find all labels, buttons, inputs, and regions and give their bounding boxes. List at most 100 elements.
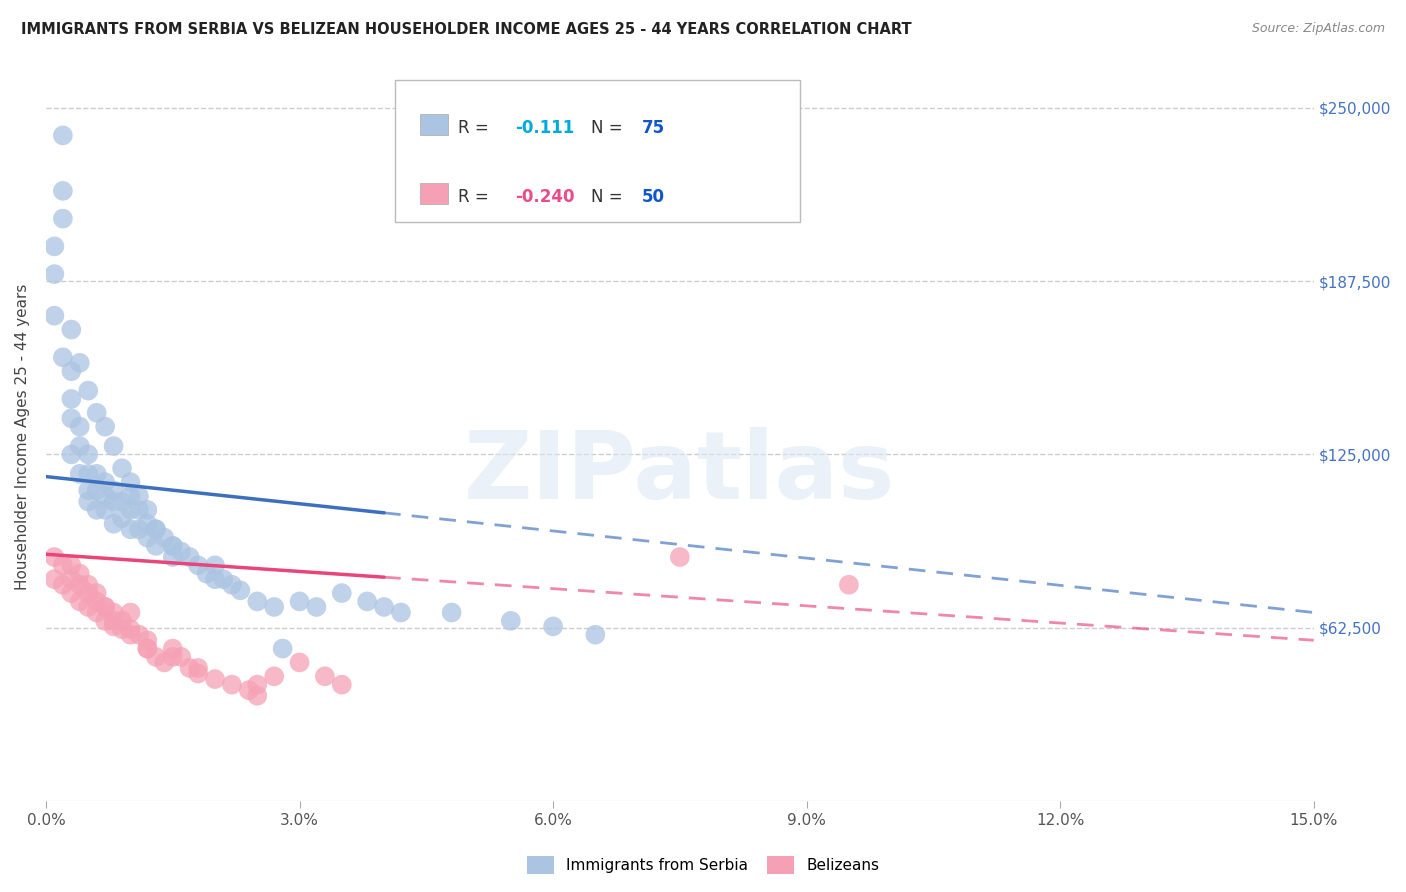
Point — [111, 494, 134, 508]
Text: Source: ZipAtlas.com: Source: ZipAtlas.com — [1251, 22, 1385, 36]
Point — [330, 586, 353, 600]
Point — [120, 489, 142, 503]
Point — [111, 461, 134, 475]
Point — [136, 503, 159, 517]
Point — [153, 531, 176, 545]
Text: N =: N = — [591, 188, 628, 206]
Point — [86, 503, 108, 517]
Point — [111, 511, 134, 525]
Point — [136, 531, 159, 545]
Point — [44, 267, 66, 281]
Point — [838, 578, 860, 592]
Point — [52, 558, 75, 573]
Point — [103, 494, 125, 508]
Point — [77, 494, 100, 508]
Point — [440, 606, 463, 620]
Point — [60, 572, 83, 586]
Point — [238, 683, 260, 698]
Text: -0.240: -0.240 — [515, 188, 575, 206]
Point — [120, 622, 142, 636]
Point — [77, 586, 100, 600]
Point — [162, 539, 184, 553]
Point — [52, 578, 75, 592]
Point — [120, 522, 142, 536]
Point — [162, 641, 184, 656]
Point — [77, 578, 100, 592]
Point — [128, 522, 150, 536]
Point — [669, 549, 692, 564]
Point — [77, 483, 100, 498]
Point — [128, 489, 150, 503]
Point — [170, 544, 193, 558]
Point — [111, 614, 134, 628]
Point — [305, 599, 328, 614]
Point — [145, 539, 167, 553]
Point — [162, 539, 184, 553]
Point — [103, 614, 125, 628]
Point — [86, 606, 108, 620]
Point — [86, 594, 108, 608]
Point — [179, 661, 201, 675]
Text: 75: 75 — [641, 119, 665, 136]
Point — [77, 599, 100, 614]
Point — [288, 594, 311, 608]
Point — [69, 594, 91, 608]
Point — [187, 666, 209, 681]
Point — [103, 483, 125, 498]
Point — [162, 649, 184, 664]
Point — [136, 633, 159, 648]
Point — [136, 516, 159, 531]
Point — [187, 558, 209, 573]
Point — [77, 467, 100, 481]
Point — [136, 641, 159, 656]
Point — [94, 599, 117, 614]
Point — [356, 594, 378, 608]
FancyBboxPatch shape — [420, 114, 449, 135]
Point — [94, 503, 117, 517]
Point — [120, 475, 142, 490]
FancyBboxPatch shape — [395, 80, 800, 222]
Point — [271, 641, 294, 656]
Point — [69, 467, 91, 481]
Point — [204, 558, 226, 573]
Point — [94, 419, 117, 434]
Point — [229, 583, 252, 598]
Point — [128, 503, 150, 517]
Point — [69, 439, 91, 453]
Text: 50: 50 — [641, 188, 665, 206]
Point — [103, 619, 125, 633]
FancyBboxPatch shape — [420, 183, 449, 204]
Point — [120, 606, 142, 620]
Point — [52, 184, 75, 198]
Point — [583, 628, 606, 642]
Point — [60, 586, 83, 600]
Point — [288, 656, 311, 670]
Y-axis label: Householder Income Ages 25 - 44 years: Householder Income Ages 25 - 44 years — [15, 284, 30, 591]
Point — [103, 606, 125, 620]
Point — [44, 309, 66, 323]
Point — [204, 672, 226, 686]
Text: IMMIGRANTS FROM SERBIA VS BELIZEAN HOUSEHOLDER INCOME AGES 25 - 44 YEARS CORRELA: IMMIGRANTS FROM SERBIA VS BELIZEAN HOUSE… — [21, 22, 911, 37]
Point — [145, 649, 167, 664]
Legend: Immigrants from Serbia, Belizeans: Immigrants from Serbia, Belizeans — [520, 850, 886, 880]
Point — [86, 406, 108, 420]
Point — [60, 411, 83, 425]
Point — [44, 239, 66, 253]
Point — [86, 586, 108, 600]
Point — [373, 599, 395, 614]
Point — [246, 689, 269, 703]
Text: N =: N = — [591, 119, 628, 136]
Point — [246, 594, 269, 608]
Point — [170, 649, 193, 664]
Point — [153, 656, 176, 670]
Point — [86, 467, 108, 481]
Point — [69, 356, 91, 370]
Point — [195, 566, 218, 581]
Point — [60, 447, 83, 461]
Point — [77, 384, 100, 398]
Point — [60, 392, 83, 406]
Point — [52, 351, 75, 365]
Point — [221, 678, 243, 692]
Point — [120, 503, 142, 517]
Point — [263, 599, 285, 614]
